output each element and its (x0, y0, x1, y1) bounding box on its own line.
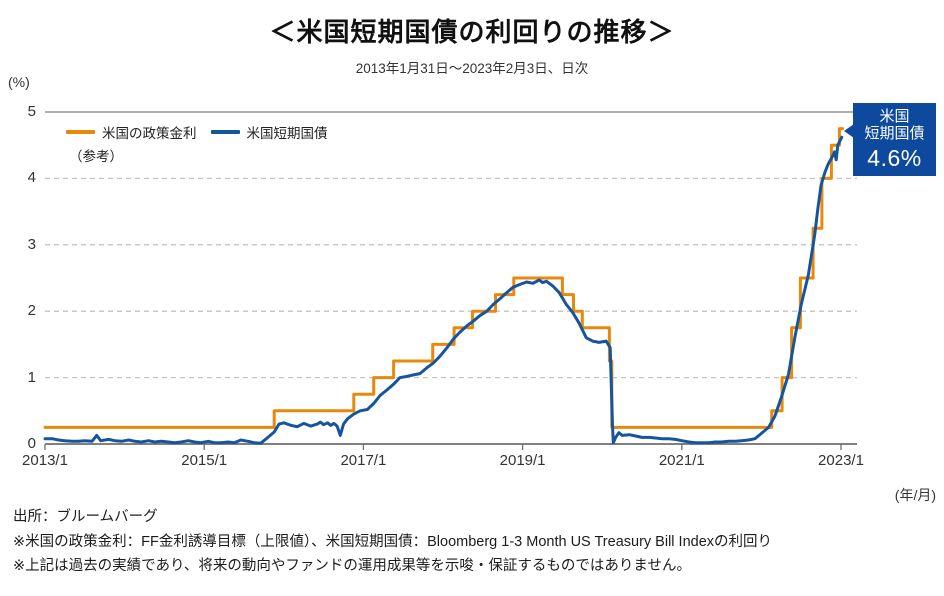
x-tick-label: 2013/1 (22, 452, 68, 469)
y-tick-label: 1 (27, 368, 36, 386)
x-tick-label: 2021/1 (658, 452, 705, 469)
y-tick-label: 0 (27, 435, 36, 452)
chart-title: ＜米国短期国債の利回りの推移＞ (269, 17, 675, 47)
y-tick-label: 2 (27, 302, 36, 320)
legend-label: 米国短期国債 (246, 126, 328, 141)
y-tick-label: 5 (27, 103, 36, 120)
policy-rate-line (43, 127, 845, 429)
source-note: 出所：ブルームバーグ (13, 509, 158, 525)
y-tick-label: 3 (27, 235, 36, 253)
legend-item-policy-rate: 米国の政策金利 （参考） (66, 122, 197, 165)
latest-value-callout: 米国 短期国債 4.6% (844, 103, 936, 176)
disclaimer-note: ※上記は過去の実績であり、将来の動向やファンドの運用成果等を示唆・保証するもので… (13, 558, 691, 574)
callout-arrow-icon (844, 124, 854, 138)
x-axis-unit-label: (年/月) (894, 487, 936, 503)
legend: 米国の政策金利 （参考） 米国短期国債 (66, 122, 328, 165)
legend-label: 米国の政策金利 (102, 126, 197, 141)
legend-line-swatch (66, 130, 95, 134)
y-axis-unit-label: (%) (8, 74, 30, 90)
legend-item-tbill: 米国短期国債 (210, 122, 328, 142)
x-tick-label: 2019/1 (499, 452, 546, 469)
chart-subtitle: 2013年1月31日～2023年2月3日、日次 (355, 61, 589, 76)
x-tick-label: 2017/1 (340, 452, 387, 469)
callout-series-line1: 米国 (879, 108, 910, 126)
tbill-yield-line (43, 135, 844, 445)
legend-line-swatch (210, 130, 240, 134)
y-tick-label: 4 (27, 169, 36, 187)
footnotes: 出所：ブルームバーグ ※米国の政策金利：FF金利誘導目標（上限値）、米国短期国債… (13, 505, 772, 579)
legend-sublabel: （参考） (69, 149, 123, 164)
x-tick-label: 2015/1 (181, 452, 228, 469)
callout-series-line2: 短期国債 (864, 125, 925, 143)
x-tick-label: 2023/1 (818, 452, 864, 469)
callout-value: 4.6% (867, 144, 922, 171)
definition-note: ※米国の政策金利：FF金利誘導目標（上限値）、米国短期国債：Bloomberg … (13, 533, 773, 550)
